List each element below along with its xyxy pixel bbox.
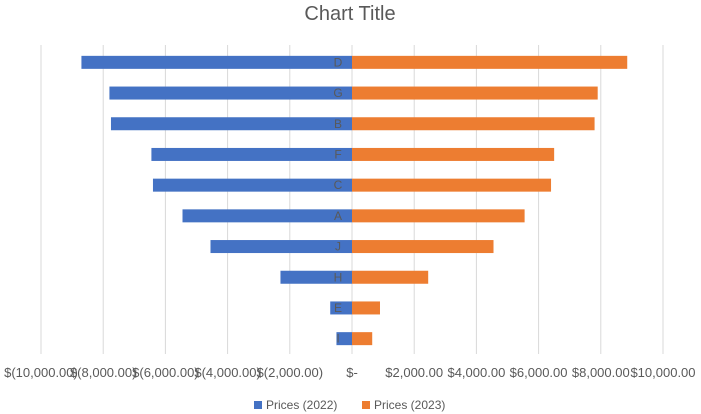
bar-prices-2022-D <box>81 55 353 69</box>
bar-prices-2022-C <box>152 178 352 192</box>
bar-prices-2023-I <box>352 332 373 346</box>
bar-prices-2023-B <box>352 117 595 131</box>
x-tick-label-2: $(6,000.00) <box>132 365 199 380</box>
category-labels: D G B F C A J H E I <box>333 55 342 345</box>
chart-title: Chart Title <box>304 3 395 25</box>
bar-prices-2023-A <box>352 209 525 223</box>
category-label-C: C <box>334 178 343 192</box>
bar-prices-2023-H <box>352 270 429 284</box>
x-axis-tick-labels: $(10,000.00)$(8,000.00)$(6,000.00)$(4,00… <box>4 365 695 380</box>
x-tick-label-9: $8,000.00 <box>572 365 630 380</box>
bar-prices-2023-E <box>352 301 380 315</box>
bar-prices-2022-J <box>210 240 352 254</box>
bar-prices-2022-H <box>280 270 352 284</box>
category-label-F: F <box>334 147 341 161</box>
bar-prices-2022-G <box>109 86 352 100</box>
legend: Prices (2022) Prices (2023) <box>254 398 445 412</box>
bar-prices-2023-C <box>352 178 552 192</box>
legend-swatch-1 <box>362 401 370 409</box>
bar-prices-2022-B <box>110 117 352 131</box>
category-label-H: H <box>334 270 343 284</box>
x-tick-label-0: $(10,000.00) <box>4 365 78 380</box>
bar-prices-2022-A <box>182 209 352 223</box>
x-tick-label-8: $6,000.00 <box>510 365 568 380</box>
x-tick-label-3: $(4,000.00) <box>194 365 261 380</box>
category-label-J: J <box>335 240 341 254</box>
category-label-E: E <box>334 301 342 315</box>
legend-swatch-0 <box>254 401 262 409</box>
category-label-I: I <box>336 332 339 346</box>
bars <box>81 55 628 346</box>
bar-prices-2022-E <box>330 301 352 315</box>
category-label-G: G <box>333 86 342 100</box>
bar-prices-2022-F <box>151 147 352 161</box>
legend-label-1: Prices (2023) <box>374 398 445 412</box>
legend-label-0: Prices (2022) <box>266 398 337 412</box>
x-tick-label-1: $(8,000.00) <box>70 365 137 380</box>
bar-prices-2023-J <box>352 240 494 254</box>
bar-prices-2023-F <box>352 147 555 161</box>
bar-prices-2023-G <box>352 86 598 100</box>
x-tick-label-5: $- <box>346 365 358 380</box>
x-tick-label-10: $10,000.00 <box>630 365 695 380</box>
category-label-B: B <box>334 117 342 131</box>
x-tick-label-6: $2,000.00 <box>385 365 443 380</box>
bar-prices-2023-D <box>352 55 628 69</box>
x-tick-label-4: $(2,000.00) <box>257 365 324 380</box>
bar-prices-2022-I <box>336 332 352 346</box>
category-label-D: D <box>334 55 343 69</box>
x-tick-label-7: $4,000.00 <box>447 365 505 380</box>
category-label-A: A <box>334 209 342 223</box>
